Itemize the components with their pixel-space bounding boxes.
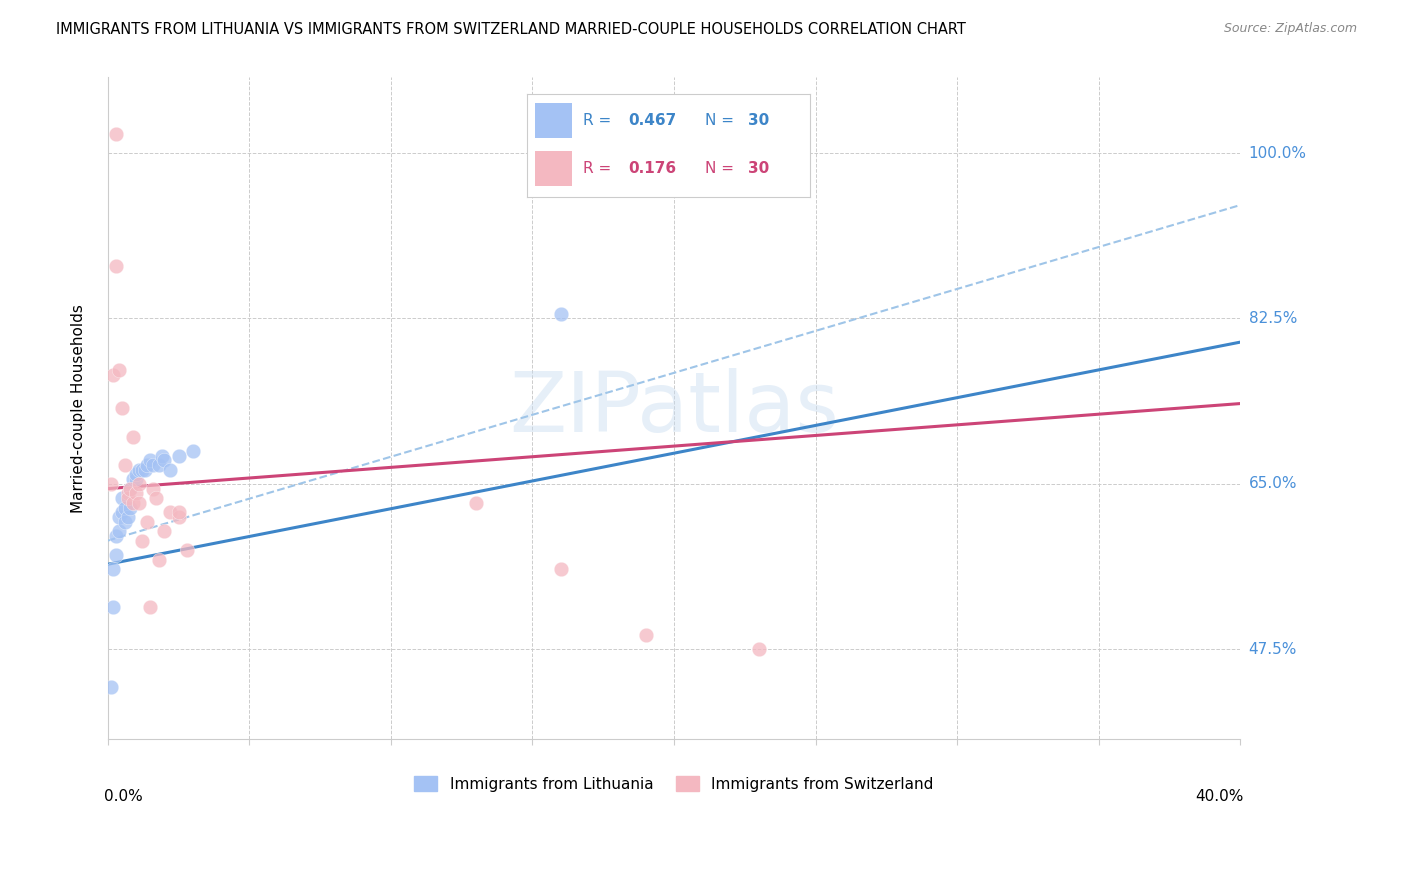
Text: IMMIGRANTS FROM LITHUANIA VS IMMIGRANTS FROM SWITZERLAND MARRIED-COUPLE HOUSEHOL: IMMIGRANTS FROM LITHUANIA VS IMMIGRANTS … <box>56 22 966 37</box>
Point <box>167 449 190 463</box>
Point <box>550 562 572 576</box>
Point <box>105 548 128 562</box>
Point <box>128 463 150 477</box>
Point <box>108 524 131 538</box>
Point <box>114 458 136 472</box>
Text: 40.0%: 40.0% <box>1195 789 1244 804</box>
Point <box>142 482 165 496</box>
Point <box>114 500 136 515</box>
Y-axis label: Married-couple Households: Married-couple Households <box>72 304 86 513</box>
Point <box>105 127 128 141</box>
Point <box>167 510 190 524</box>
Point <box>159 505 181 519</box>
Point <box>103 599 125 614</box>
Point <box>139 599 162 614</box>
Point <box>122 472 145 486</box>
Point <box>103 368 125 383</box>
Point <box>153 453 176 467</box>
Point <box>136 515 159 529</box>
Point <box>464 496 486 510</box>
Point <box>131 533 153 548</box>
Point <box>148 552 170 566</box>
Point <box>117 510 139 524</box>
Point <box>120 482 142 496</box>
Text: Source: ZipAtlas.com: Source: ZipAtlas.com <box>1223 22 1357 36</box>
Point <box>125 472 148 486</box>
Point <box>122 496 145 510</box>
Point <box>142 458 165 472</box>
Point <box>105 260 128 274</box>
Point <box>108 363 131 377</box>
Point <box>145 491 167 505</box>
Point <box>748 642 770 657</box>
Point <box>108 510 131 524</box>
Point <box>122 430 145 444</box>
Point <box>100 680 122 694</box>
Point <box>176 543 198 558</box>
Point <box>634 628 657 642</box>
Point <box>159 463 181 477</box>
Text: ZIPatlas: ZIPatlas <box>509 368 839 449</box>
Point <box>100 476 122 491</box>
Point <box>131 463 153 477</box>
Point <box>111 491 134 505</box>
Point <box>148 458 170 472</box>
Legend: Immigrants from Lithuania, Immigrants from Switzerland: Immigrants from Lithuania, Immigrants fr… <box>408 770 939 797</box>
Point <box>150 449 173 463</box>
Text: 47.5%: 47.5% <box>1249 642 1296 657</box>
Point <box>550 307 572 321</box>
Point <box>125 467 148 482</box>
Text: 65.0%: 65.0% <box>1249 476 1298 491</box>
Point <box>139 453 162 467</box>
Text: 0.0%: 0.0% <box>104 789 143 804</box>
Point <box>167 505 190 519</box>
Point <box>111 505 134 519</box>
Point <box>120 482 142 496</box>
Point <box>128 496 150 510</box>
Point <box>134 463 156 477</box>
Point <box>128 476 150 491</box>
Point <box>181 443 204 458</box>
Point <box>120 500 142 515</box>
Point <box>111 401 134 416</box>
Point <box>105 529 128 543</box>
Text: 100.0%: 100.0% <box>1249 145 1306 161</box>
Point <box>125 486 148 500</box>
Point <box>103 562 125 576</box>
Point <box>114 515 136 529</box>
Point <box>117 486 139 500</box>
Text: 82.5%: 82.5% <box>1249 311 1296 326</box>
Point <box>117 491 139 505</box>
Point <box>136 458 159 472</box>
Point <box>153 524 176 538</box>
